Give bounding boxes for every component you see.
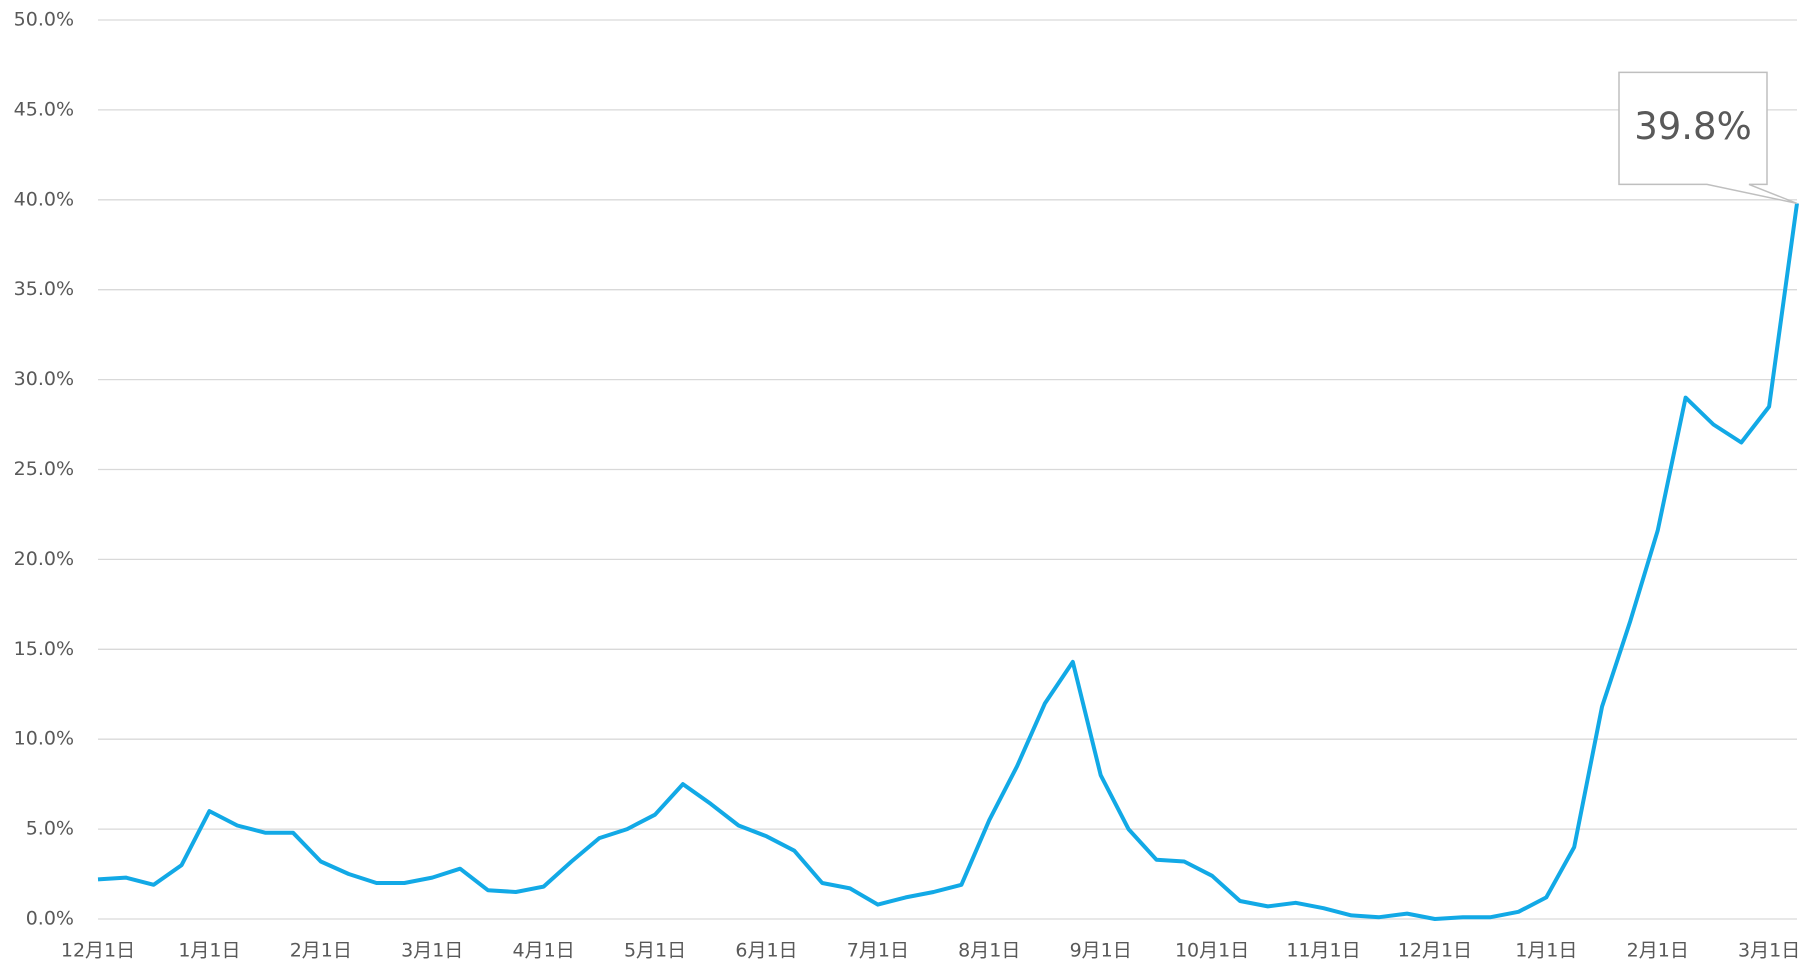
x-tick-label: 11月1日: [1286, 940, 1360, 962]
y-tick-label: 0.0%: [26, 908, 74, 930]
y-tick-label: 50.0%: [14, 9, 74, 31]
y-tick-label: 10.0%: [14, 728, 74, 750]
x-tick-label: 5月1日: [624, 940, 686, 962]
x-tick-label: 3月1日: [401, 940, 463, 962]
line-series: [97, 203, 1799, 921]
x-tick-label: 8月1日: [958, 940, 1020, 962]
y-tick-label: 45.0%: [14, 98, 74, 120]
x-tick-label: 9月1日: [1070, 940, 1132, 962]
x-tick-label: 1月1日: [1515, 940, 1577, 962]
x-tick-label: 2月1日: [1627, 940, 1689, 962]
x-tick-label: 7月1日: [847, 940, 909, 962]
y-tick-label: 30.0%: [14, 368, 74, 390]
x-tick-label: 10月1日: [1175, 940, 1249, 962]
x-tick-label: 3月1日: [1738, 940, 1800, 962]
y-tick-label: 35.0%: [14, 278, 74, 300]
y-tick-label: 15.0%: [14, 638, 74, 660]
x-tick-label: 1月1日: [178, 940, 240, 962]
y-tick-label: 20.0%: [14, 548, 74, 570]
x-tick-label: 2月1日: [290, 940, 352, 962]
x-tick-label: 12月1日: [1398, 940, 1472, 962]
y-tick-label: 25.0%: [14, 458, 74, 480]
callout-box: [1618, 71, 1798, 205]
x-tick-label: 4月1日: [513, 940, 575, 962]
x-tick-label: 12月1日: [61, 940, 135, 962]
y-tick-label: 5.0%: [26, 818, 74, 840]
x-tick-label: 6月1日: [735, 940, 797, 962]
data-label: 39.8%: [1634, 105, 1752, 148]
y-tick-label: 40.0%: [14, 188, 74, 210]
